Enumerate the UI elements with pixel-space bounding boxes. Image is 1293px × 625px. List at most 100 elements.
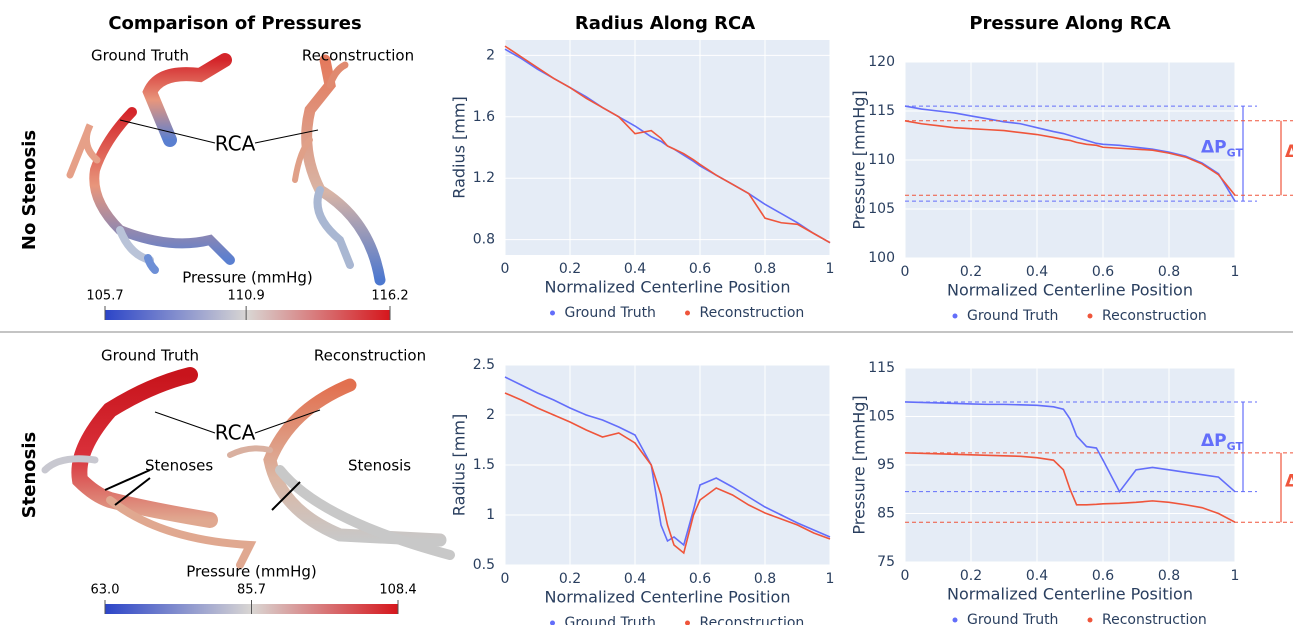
legend-label: Ground Truth [565, 305, 656, 321]
render-label: Reconstruction [302, 47, 414, 65]
render-note: Stenosis [348, 457, 411, 475]
annotation: ΔPR [1285, 142, 1293, 164]
row-label: Stenosis [19, 432, 40, 519]
render-label: Reconstruction [314, 347, 426, 365]
annotation-sub: GT [1227, 147, 1244, 160]
y-tick-label: 1.2 [473, 170, 495, 186]
x-tick-label: 0.8 [754, 261, 776, 277]
y-axis-label: Radius [mm] [450, 414, 469, 516]
colorbar-tick-label: 116.2 [371, 289, 408, 304]
y-tick-label: 115 [868, 103, 895, 119]
annotation: ΔPR [1285, 472, 1293, 494]
y-tick-label: 1 [486, 507, 495, 523]
colorbar-tick-label: 108.4 [379, 583, 416, 598]
x-tick-label: 0.6 [689, 261, 711, 277]
y-tick-label: 2.5 [473, 357, 495, 373]
legend-label: Reconstruction [1102, 308, 1207, 324]
x-axis-label: Normalized Centerline Position [545, 278, 791, 297]
figure: Comparison of Pressures Radius Along RCA… [0, 0, 1293, 625]
x-tick-label: 0.6 [689, 571, 711, 587]
annotation-sub: GT [1227, 440, 1244, 453]
column-title: Pressure Along RCA [969, 13, 1170, 34]
legend-marker [1088, 618, 1093, 623]
x-tick-label: 1 [1231, 264, 1240, 280]
x-tick-label: 0.4 [1026, 568, 1048, 584]
x-tick-label: 0.2 [559, 571, 581, 587]
x-tick-label: 0.8 [1158, 264, 1180, 280]
x-tick-label: 0.4 [624, 261, 646, 277]
y-tick-label: 2 [486, 47, 495, 63]
colorbar-tick-label: 63.0 [91, 583, 120, 598]
colorbar-title: Pressure (mmHg) [186, 563, 317, 581]
vessel-label: RCA [215, 421, 256, 445]
legend-marker [685, 621, 690, 625]
x-tick-label: 0.4 [624, 571, 646, 587]
render-label: Ground Truth [101, 347, 199, 365]
legend-label: Ground Truth [967, 612, 1058, 625]
column-title: Comparison of Pressures [108, 13, 361, 34]
colorbar-tick-label: 85.7 [237, 583, 266, 598]
y-tick-label: 1.6 [473, 109, 495, 125]
x-tick-label: 0.2 [960, 568, 982, 584]
legend-label: Reconstruction [700, 615, 805, 625]
x-tick-label: 0.8 [754, 571, 776, 587]
x-tick-label: 0 [501, 571, 510, 587]
x-axis-label: Normalized Centerline Position [545, 588, 791, 607]
x-tick-label: 0.4 [1026, 264, 1048, 280]
colorbar-title: Pressure (mmHg) [182, 269, 313, 287]
annotation-text: ΔP [1285, 472, 1293, 492]
x-tick-label: 0 [501, 261, 510, 277]
y-axis-label: Pressure [mmHg] [850, 395, 869, 534]
y-tick-label: 105 [868, 409, 895, 425]
y-tick-label: 105 [868, 201, 895, 217]
legend-marker [953, 618, 958, 623]
y-axis-label: Pressure [mmHg] [850, 90, 869, 229]
y-tick-label: 0.5 [473, 557, 495, 573]
legend-marker [550, 621, 555, 625]
render-label: Ground Truth [91, 47, 189, 65]
legend-marker [1088, 314, 1093, 319]
x-tick-label: 1 [1231, 568, 1240, 584]
annotation: ΔPGT [1201, 431, 1243, 453]
x-tick-label: 0.2 [559, 261, 581, 277]
colorbar [105, 310, 390, 320]
annotation: ΔPGT [1201, 138, 1243, 160]
legend-marker [550, 311, 555, 316]
x-axis-label: Normalized Centerline Position [947, 585, 1193, 604]
y-tick-label: 75 [877, 554, 895, 570]
colorbar-tick-label: 110.9 [228, 289, 265, 304]
annotation-text: ΔP [1285, 142, 1293, 162]
render-note: Stenoses [145, 457, 213, 475]
x-tick-label: 0.8 [1158, 568, 1180, 584]
legend-marker [953, 314, 958, 319]
y-tick-label: 120 [868, 54, 895, 70]
legend-label: Reconstruction [1102, 612, 1207, 625]
y-tick-label: 115 [868, 360, 895, 376]
colorbar-tick-label: 105.7 [86, 289, 123, 304]
row-label: No Stenosis [19, 130, 40, 250]
x-tick-label: 0 [901, 264, 910, 280]
legend-marker [685, 311, 690, 316]
y-tick-label: 1.5 [473, 457, 495, 473]
y-axis-label: Radius [mm] [450, 96, 469, 198]
legend-label: Reconstruction [700, 305, 805, 321]
legend-label: Ground Truth [967, 308, 1058, 324]
x-tick-label: 0 [901, 568, 910, 584]
pointer [155, 412, 215, 433]
y-tick-label: 2 [486, 407, 495, 423]
x-tick-label: 1 [826, 571, 835, 587]
y-tick-label: 95 [877, 457, 895, 473]
legend-label: Ground Truth [565, 615, 656, 625]
annotation-text: ΔP [1201, 431, 1227, 451]
column-title: Radius Along RCA [575, 13, 755, 34]
vessel-label: RCA [215, 132, 256, 156]
y-tick-label: 85 [877, 506, 895, 522]
x-tick-label: 0.6 [1092, 568, 1114, 584]
y-tick-label: 100 [868, 250, 895, 266]
x-tick-label: 0.2 [960, 264, 982, 280]
annotation-text: ΔP [1201, 138, 1227, 158]
y-tick-label: 110 [868, 152, 895, 168]
x-axis-label: Normalized Centerline Position [947, 281, 1193, 300]
vessel-render [70, 60, 380, 280]
x-tick-label: 1 [826, 261, 835, 277]
